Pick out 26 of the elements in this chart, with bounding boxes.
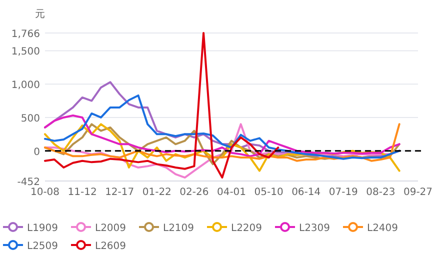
x-tick-label: 07-19: [328, 187, 358, 198]
x-tick-label: 01-22: [142, 187, 172, 198]
legend-label: L2209: [231, 223, 262, 234]
x-tick-label: 10-08: [30, 187, 60, 198]
legend-label: L2009: [95, 223, 126, 234]
x-tick-label: 04-01: [216, 187, 246, 198]
x-tick-label: 11-12: [68, 187, 97, 198]
x-tick-label: 09-27: [403, 187, 433, 198]
x-tick-label: 06-14: [292, 187, 321, 198]
x-tick-label: 08-23: [366, 187, 396, 198]
x-tick-label: 02-26: [180, 187, 209, 198]
y-tick-label: 500: [20, 113, 40, 124]
legend-label: L2109: [163, 223, 194, 234]
y-tick-label: -452: [17, 177, 40, 188]
legend-label: L1909: [27, 223, 58, 234]
legend-label: L2409: [367, 223, 398, 234]
legend-label: L2609: [95, 241, 126, 252]
y-tick-label: 1,766: [11, 29, 40, 40]
y-tick-label: 1,000: [11, 80, 40, 92]
y-axis-title: 元: [35, 9, 45, 20]
y-tick-label: 0: [34, 146, 40, 158]
x-tick-label: 05-10: [254, 187, 284, 198]
y-tick-label: 1,500: [11, 46, 40, 58]
legend-label: L2309: [299, 223, 330, 234]
legend-label: L2509: [27, 241, 58, 252]
x-tick-label: 12-17: [105, 187, 134, 198]
